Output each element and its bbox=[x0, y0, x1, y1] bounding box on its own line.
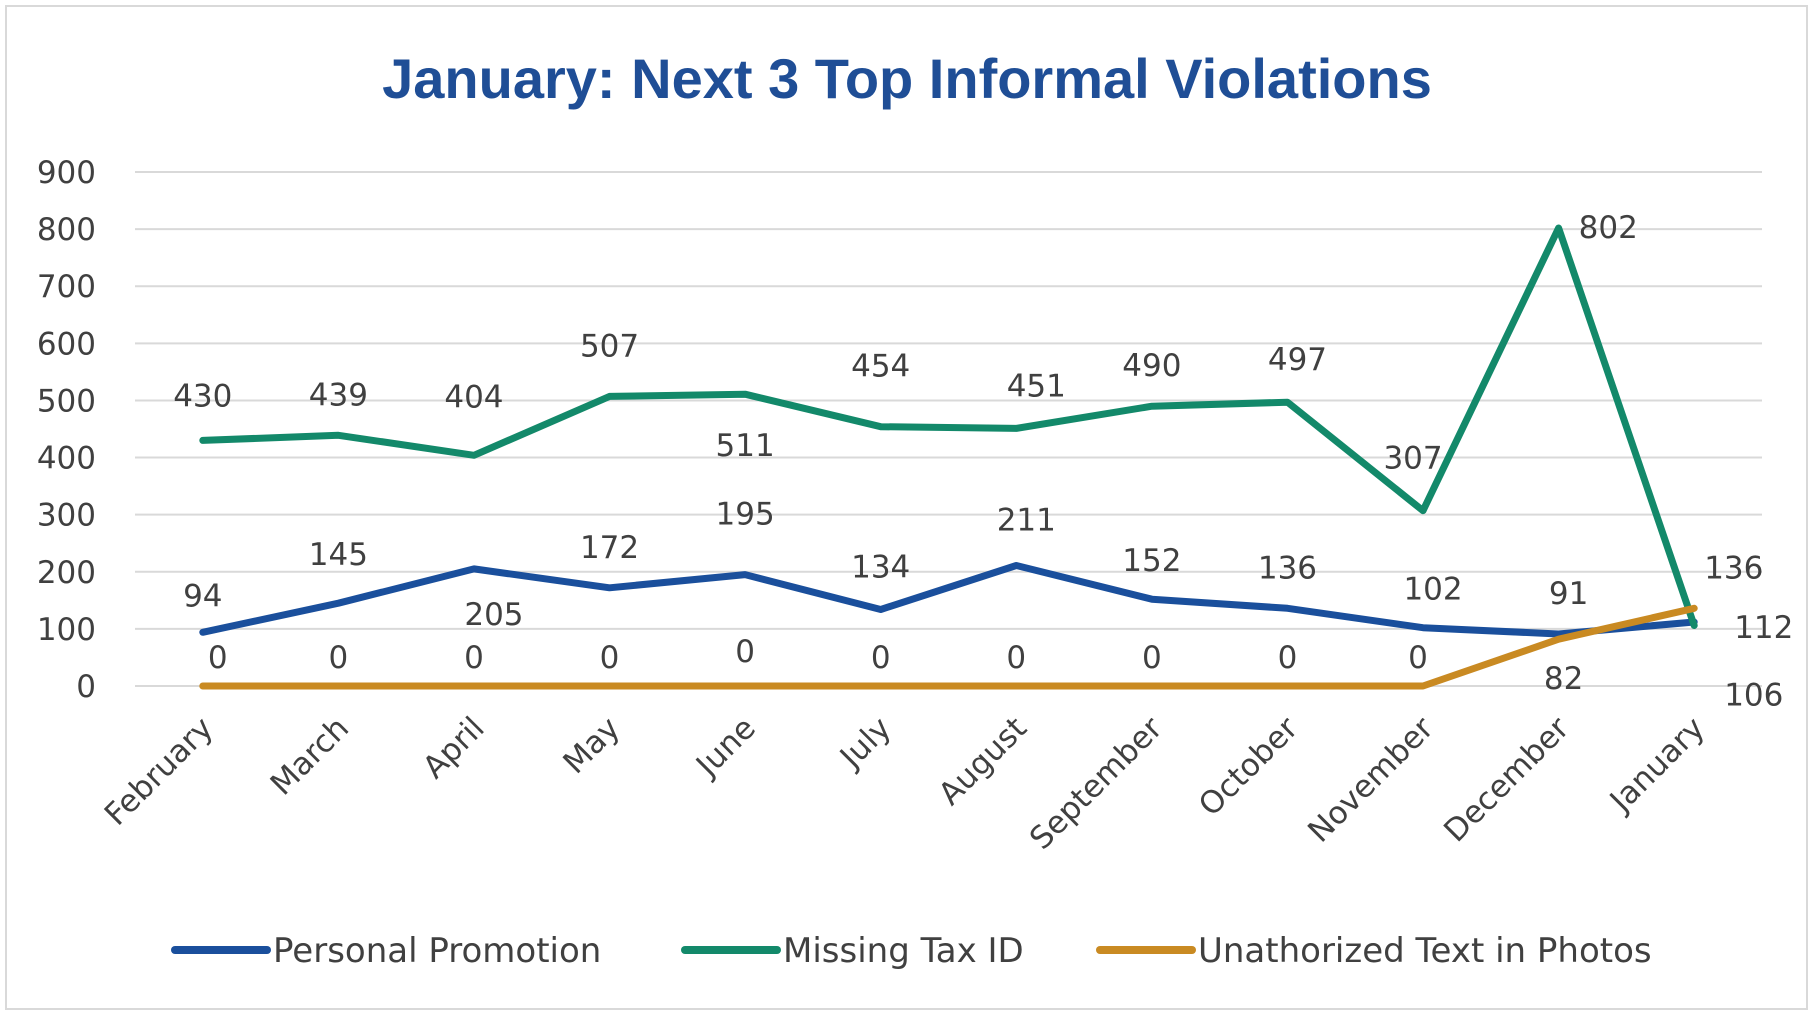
series-line bbox=[199, 604, 1698, 690]
chart-title: January: Next 3 Top Informal Violations bbox=[382, 47, 1432, 110]
data-label: 134 bbox=[851, 549, 910, 585]
data-label: 145 bbox=[309, 537, 368, 573]
y-tick-label: 700 bbox=[37, 269, 96, 305]
data-label: 430 bbox=[173, 378, 232, 414]
data-label: 0 bbox=[735, 634, 755, 670]
data-label: 91 bbox=[1549, 576, 1588, 612]
data-label: 404 bbox=[444, 379, 503, 415]
data-label: 102 bbox=[1403, 572, 1462, 608]
y-tick-label: 0 bbox=[76, 669, 96, 705]
legend: Personal Promotion Missing Tax ID Unathori… bbox=[171, 931, 1652, 971]
x-tick-label: September bbox=[1023, 710, 1170, 857]
x-tick-label: January bbox=[1602, 710, 1712, 820]
data-label: 454 bbox=[851, 349, 910, 385]
data-label: 112 bbox=[1734, 610, 1793, 646]
data-label: 497 bbox=[1268, 342, 1327, 378]
data-label: 82 bbox=[1544, 661, 1583, 697]
y-tick-label: 200 bbox=[37, 555, 96, 591]
x-tick-label: November bbox=[1301, 710, 1441, 850]
data-label: 94 bbox=[183, 578, 222, 614]
data-label: 0 bbox=[464, 640, 484, 676]
data-label: 511 bbox=[716, 428, 775, 464]
data-labels: 94 145 205 172 195 134 211 152 136 102 91 112 430 439… bbox=[173, 210, 1793, 713]
series-line bbox=[199, 562, 1698, 638]
x-tick-label: March bbox=[264, 710, 356, 802]
data-label: 802 bbox=[1579, 210, 1638, 246]
x-tick-label: October bbox=[1192, 710, 1305, 823]
data-label: 439 bbox=[309, 377, 368, 413]
x-tick-label: February bbox=[98, 710, 221, 833]
data-label: 0 bbox=[329, 640, 349, 676]
data-label: 172 bbox=[580, 530, 639, 566]
data-label: 0 bbox=[1006, 640, 1026, 676]
x-tick-label: July bbox=[832, 710, 898, 776]
y-axis: 0 100 200 300 400 500 600 700 800 900 bbox=[37, 155, 96, 705]
data-label: 195 bbox=[716, 497, 775, 533]
x-tick-label: May bbox=[556, 710, 627, 781]
x-tick-label: April bbox=[416, 710, 492, 786]
legend-label: Personal Promotion bbox=[273, 931, 601, 971]
data-label: 451 bbox=[1007, 368, 1066, 404]
legend-label: Missing Tax ID bbox=[783, 931, 1024, 971]
data-label: 507 bbox=[580, 328, 639, 364]
series-line bbox=[199, 224, 1698, 629]
x-tick-label: December bbox=[1437, 710, 1576, 849]
y-tick-label: 100 bbox=[37, 612, 96, 648]
data-label: 136 bbox=[1704, 550, 1763, 586]
data-label: 0 bbox=[600, 640, 620, 676]
data-label: 490 bbox=[1122, 348, 1181, 384]
data-label: 0 bbox=[871, 640, 891, 676]
y-tick-label: 500 bbox=[37, 383, 96, 419]
legend-label: Unathorized Text in Photos bbox=[1198, 931, 1652, 971]
x-tick-label: August bbox=[932, 710, 1034, 812]
y-tick-label: 800 bbox=[37, 212, 96, 248]
data-label: 211 bbox=[997, 502, 1056, 538]
x-tick-label: June bbox=[688, 710, 763, 785]
y-tick-label: 300 bbox=[37, 498, 96, 534]
data-label: 0 bbox=[1408, 640, 1428, 676]
data-label: 0 bbox=[1278, 640, 1298, 676]
data-label: 0 bbox=[208, 640, 228, 676]
data-label: 152 bbox=[1122, 543, 1181, 579]
series bbox=[199, 224, 1698, 690]
x-axis: February March April May June July AugustSepte… bbox=[98, 710, 1712, 857]
data-label: 106 bbox=[1724, 677, 1783, 713]
y-tick-label: 900 bbox=[37, 155, 96, 191]
y-tick-label: 400 bbox=[37, 441, 96, 477]
data-label: 307 bbox=[1383, 441, 1442, 477]
data-label: 136 bbox=[1258, 550, 1317, 586]
y-tick-label: 600 bbox=[37, 326, 96, 362]
data-label: 205 bbox=[464, 597, 523, 633]
data-label: 0 bbox=[1142, 640, 1162, 676]
